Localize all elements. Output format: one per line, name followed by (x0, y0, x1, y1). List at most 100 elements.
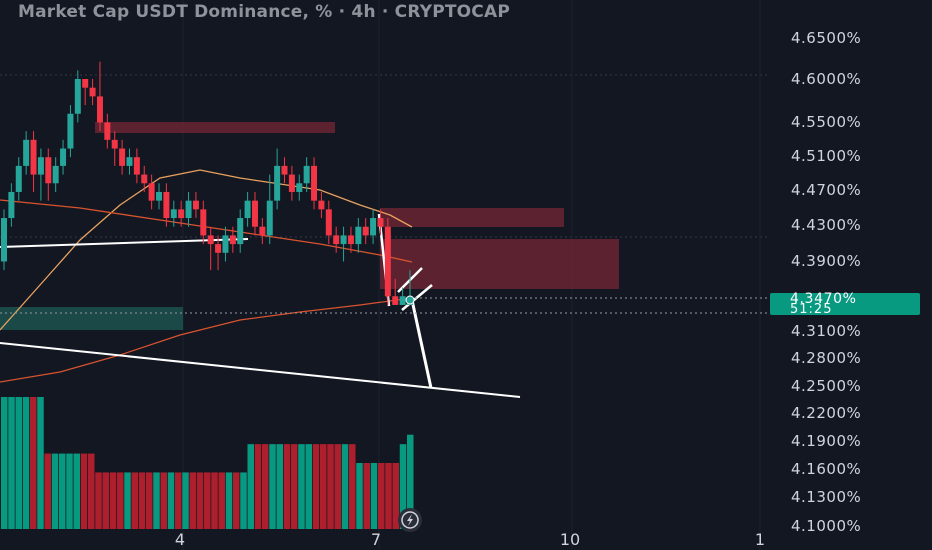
volume-bar (211, 472, 218, 529)
volume-bar (109, 472, 117, 529)
candle (288, 165, 295, 201)
volume-bar (189, 472, 196, 529)
y-tick-label: 4.1000% (791, 517, 861, 535)
volume-bar (254, 444, 262, 529)
volume-bar (262, 444, 269, 529)
price-axis[interactable]: 4.6500% 4.6000% 4.5500% 4.5100% 4.4700% 4.430… (791, 29, 861, 535)
volume-bar (204, 472, 211, 529)
volume-bar (283, 444, 291, 529)
candle (384, 218, 391, 305)
y-tick-label: 4.6000% (791, 70, 861, 88)
volume-bar (160, 472, 167, 529)
volume-bar (8, 397, 15, 529)
volume-bar (370, 463, 378, 529)
volume-bar (196, 472, 204, 529)
candle (355, 218, 362, 253)
volume-bar (102, 472, 109, 529)
y-tick-label: 4.3900% (791, 252, 861, 270)
price-badge: 4.3470% 51:25 (770, 292, 920, 317)
volume-bars (1, 397, 414, 529)
candle (333, 226, 340, 253)
candle (347, 226, 354, 253)
price-badge-countdown: 51:25 (790, 302, 833, 317)
volume-bar (1, 397, 8, 529)
candle (82, 79, 89, 106)
candle (15, 157, 22, 201)
volume-bar (312, 444, 320, 529)
y-tick-label: 4.2200% (791, 404, 861, 422)
candle (392, 278, 399, 305)
candle (170, 200, 177, 227)
candle (237, 209, 244, 253)
candle (377, 209, 384, 236)
volume-bar (167, 472, 175, 529)
candle (318, 191, 325, 219)
volume-bar (30, 397, 37, 529)
candle (133, 148, 140, 184)
volume-bar (399, 444, 407, 529)
candle (119, 139, 126, 175)
candle (311, 157, 318, 210)
supply-demand-zones (0, 122, 619, 330)
y-tick-label: 4.5500% (791, 113, 861, 131)
volume-bar (95, 472, 102, 529)
volume-bar (225, 472, 233, 529)
volume-bar (385, 463, 392, 529)
chart-title: Market Cap USDT Dominance, % · 4h · CRYP… (18, 2, 510, 22)
candle (96, 61, 103, 132)
candle (222, 226, 229, 262)
y-tick-label: 4.4700% (791, 181, 861, 199)
candle (141, 165, 148, 192)
teal-zone (0, 307, 183, 330)
volume-bar (269, 444, 276, 529)
volume-bar (363, 463, 370, 529)
red-zone-lower (380, 239, 619, 289)
candle (362, 218, 369, 245)
volume-bar (138, 472, 146, 529)
support-trendline-upper (0, 238, 249, 248)
candle (89, 79, 96, 106)
volume-bar (327, 444, 334, 529)
x-tick-label: 7 (371, 530, 381, 549)
y-tick-label: 4.1600% (791, 460, 861, 478)
red-zone-upper (95, 122, 335, 133)
volume-bar (218, 472, 225, 529)
candle (37, 148, 44, 201)
volume-bar (247, 444, 254, 529)
volume-bar (22, 397, 30, 529)
volume-bar (131, 472, 138, 529)
candle (23, 131, 30, 175)
volume-bar (80, 453, 88, 529)
candle (370, 209, 377, 245)
volume-bar (407, 434, 414, 529)
time-axis[interactable]: 4 7 10 1 (175, 530, 765, 549)
volume-bar (15, 397, 22, 529)
candle (340, 226, 347, 262)
volume-bar (291, 444, 298, 529)
candle (192, 191, 199, 219)
candlesticks (1, 61, 413, 305)
volume-bar (349, 444, 356, 529)
candle (296, 174, 303, 201)
x-tick-label: 1 (755, 530, 765, 549)
ma-slow-curve (0, 297, 413, 383)
volume-bar (73, 453, 80, 529)
candle (104, 113, 111, 149)
volume-bar (240, 472, 247, 529)
y-tick-label: 4.5100% (791, 147, 861, 165)
volume-bar (233, 472, 240, 529)
y-tick-label: 4.4300% (791, 216, 861, 234)
candle (178, 200, 185, 227)
y-tick-label: 4.1300% (791, 488, 861, 506)
volume-bar (378, 463, 385, 529)
volume-bar (117, 472, 124, 529)
red-zone-middle (380, 208, 564, 227)
volume-bar (341, 444, 349, 529)
volume-bar (37, 397, 44, 529)
candle (274, 148, 281, 210)
candle (148, 174, 155, 210)
candle (185, 191, 192, 227)
support-trendline-lower (0, 342, 521, 398)
lightning-icon[interactable] (398, 508, 422, 532)
